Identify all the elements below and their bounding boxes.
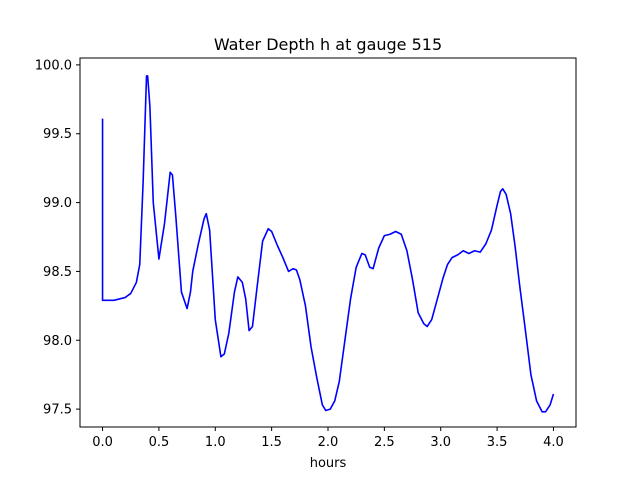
x-tick-label: 4.0 — [543, 435, 564, 450]
x-tick-label: 0.0 — [92, 435, 113, 450]
y-axis: 97.5 98.0 98.5 99.0 99.5 100.0 — [35, 58, 80, 418]
x-axis: 0.0 0.5 1.0 1.5 2.0 2.5 3.0 3.5 4.0 — [92, 427, 564, 450]
x-tick-label: 3.5 — [487, 435, 508, 450]
x-axis-label: hours — [310, 456, 347, 471]
x-tick-label: 3.0 — [430, 435, 451, 450]
plot-area — [101, 75, 555, 413]
x-tick-label: 1.0 — [205, 435, 226, 450]
chart-title: Water Depth h at gauge 515 — [214, 35, 442, 54]
x-tick-label: 2.5 — [374, 435, 395, 450]
y-tick-label: 97.5 — [43, 403, 72, 418]
series-line-0 — [101, 75, 555, 413]
y-tick-label: 98.5 — [43, 265, 72, 280]
y-tick-label: 98.0 — [43, 334, 72, 349]
y-tick-label: 99.0 — [43, 196, 72, 211]
x-tick-label: 2.0 — [318, 435, 339, 450]
y-tick-label: 100.0 — [35, 58, 72, 73]
x-tick-label: 0.5 — [149, 435, 170, 450]
y-tick-label: 99.5 — [43, 127, 72, 142]
x-tick-label: 1.5 — [261, 435, 282, 450]
